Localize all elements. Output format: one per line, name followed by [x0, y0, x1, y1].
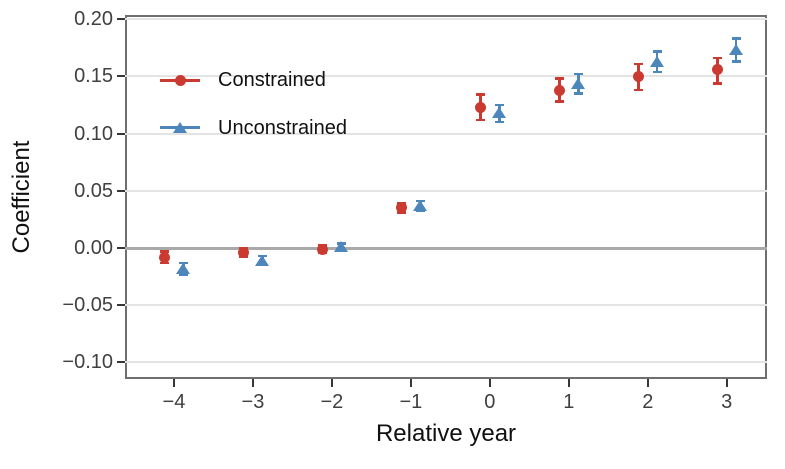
- gridline: [125, 189, 767, 192]
- y-tick-label: −0.10: [62, 351, 113, 374]
- unconstrained-point: [571, 78, 586, 90]
- x-tick-label: −2: [320, 391, 344, 413]
- error-bar-cap-top: [712, 56, 722, 60]
- y-tick-label: 0.00: [74, 237, 113, 260]
- legend-triangle-icon: [173, 121, 187, 133]
- x-tick-label: −1: [399, 391, 423, 413]
- gridline: [125, 361, 767, 364]
- error-bar-cap-bottom: [712, 82, 722, 85]
- y-tick-mark: [117, 75, 125, 78]
- constrained-point: [316, 243, 328, 255]
- x-tick-mark: [330, 379, 333, 387]
- x-tick-mark: [725, 379, 728, 387]
- constrained-point: [395, 202, 407, 214]
- gridline: [125, 304, 767, 307]
- constrained-point: [474, 101, 486, 113]
- x-tick-label: −3: [241, 391, 265, 413]
- constrained-point: [158, 251, 170, 263]
- x-tick-label: 2: [642, 391, 654, 413]
- legend-key: [160, 116, 200, 140]
- error-bar-cap-top: [494, 103, 504, 107]
- y-tick-mark: [117, 247, 125, 250]
- x-tick-label: 3: [721, 391, 733, 413]
- error-bar-cap-top: [554, 77, 564, 80]
- unconstrained-point: [334, 240, 349, 252]
- x-tick-label: 0: [484, 391, 496, 413]
- legend-label: Constrained: [218, 69, 326, 91]
- y-tick-mark: [117, 189, 125, 192]
- constrained-point: [237, 247, 249, 259]
- unconstrained-point: [492, 107, 507, 119]
- legend-label: Unconstrained: [218, 116, 347, 139]
- unconstrained-point: [729, 44, 744, 56]
- error-bar-cap-top: [159, 250, 169, 253]
- error-bar-cap-bottom: [573, 92, 583, 95]
- y-tick-label: −0.05: [62, 294, 113, 317]
- y-tick-mark: [117, 132, 125, 135]
- error-bar-cap-bottom: [178, 273, 188, 276]
- legend-item-unconstrained: Unconstrained: [160, 116, 347, 140]
- gridline: [125, 75, 767, 78]
- legend-item-constrained: Constrained: [160, 68, 326, 92]
- error-bar-cap-bottom: [554, 100, 564, 103]
- error-bar-cap-bottom: [494, 120, 504, 124]
- legend-circle-icon: [174, 74, 186, 86]
- unconstrained-point: [176, 262, 191, 274]
- constrained-point: [553, 84, 565, 96]
- error-bar-cap-top: [633, 62, 643, 66]
- gridline: [125, 132, 767, 135]
- y-tick-mark: [117, 361, 125, 364]
- x-tick-mark: [488, 379, 491, 387]
- x-tick-mark: [409, 379, 412, 387]
- x-tick-label: 1: [563, 391, 575, 413]
- error-bar-cap-bottom: [159, 261, 169, 265]
- error-bar-cap-top: [731, 37, 741, 40]
- error-bar-cap-bottom: [731, 60, 741, 63]
- error-bar-cap-top: [652, 50, 662, 53]
- x-tick-mark: [567, 379, 570, 387]
- unconstrained-point: [413, 199, 428, 211]
- error-bar-cap-bottom: [633, 88, 643, 92]
- y-axis-title: Coefficient: [8, 140, 35, 254]
- y-tick-mark: [117, 304, 125, 307]
- plot-panel: [125, 15, 767, 379]
- x-axis-title: Relative year: [375, 420, 517, 447]
- y-tick-label: 0.15: [74, 65, 113, 88]
- error-bar-cap-bottom: [652, 70, 662, 74]
- constrained-point: [632, 70, 644, 82]
- error-bar-cap-top: [475, 93, 485, 96]
- error-bar-cap-bottom: [475, 118, 485, 122]
- constrained-point: [711, 64, 723, 76]
- legend-key: [160, 68, 200, 92]
- y-tick-mark: [117, 18, 125, 21]
- unconstrained-point: [255, 254, 270, 266]
- x-tick-mark: [251, 379, 254, 387]
- gridline: [125, 18, 767, 21]
- unconstrained-point: [650, 55, 665, 67]
- y-tick-label: 0.05: [74, 179, 113, 202]
- y-tick-label: 0.20: [74, 8, 113, 31]
- zero-reference-line: [125, 246, 767, 250]
- error-bar-cap-top: [573, 72, 583, 76]
- x-tick-mark: [172, 379, 175, 387]
- y-tick-label: 0.10: [74, 122, 113, 145]
- x-tick-label: −4: [162, 391, 186, 413]
- x-tick-mark: [646, 379, 649, 387]
